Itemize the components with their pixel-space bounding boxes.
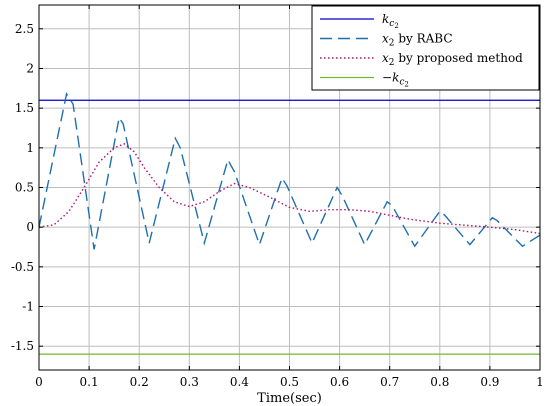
legend-box (311, 5, 540, 91)
x-tick-label: 0.1 (80, 375, 99, 389)
y-tick-label: -1.5 (11, 339, 34, 353)
legend-label-4: −kc2 (382, 71, 409, 89)
x-tick-label: 0.8 (430, 375, 449, 389)
x-tick-label: 0.7 (380, 375, 399, 389)
x-tick-label: 0.5 (280, 375, 299, 389)
x-tick-label: 0.6 (330, 375, 349, 389)
x-tick-label: 0 (35, 375, 43, 389)
x-axis-label: Time(sec) (257, 391, 322, 406)
y-tick-label: 0.5 (15, 181, 34, 195)
series-line-2 (38, 92, 541, 250)
y-tick-label: 1.5 (15, 101, 34, 115)
y-tick-label: -1 (22, 300, 34, 314)
x-tick-label: 0.4 (230, 375, 249, 389)
x-tick-label: 0.9 (480, 375, 499, 389)
series-line-3 (38, 143, 541, 235)
x-tick-labels: 0 0.1 0.2 0.3 0.4 0.5 0.6 0.7 0.8 0.9 1 (35, 375, 544, 389)
legend-label-1: kc2 (382, 12, 399, 30)
y-tick-label: 0 (26, 220, 34, 234)
y-tick-label: 2 (26, 61, 34, 75)
legend: kc2 x2 by RABC x2 by proposed method −kc2 (311, 5, 540, 91)
plot-area (38, 92, 541, 355)
x-tick-label: 0.3 (180, 375, 199, 389)
y-tick-label: -0.5 (11, 260, 34, 274)
y-tick-label: 2.5 (15, 22, 34, 36)
x-tick-label: 0.2 (130, 375, 149, 389)
x-tick-label: 1 (536, 375, 544, 389)
legend-label-2: x2 by RABC (382, 32, 453, 49)
legend-label-3: x2 by proposed method (382, 51, 523, 68)
y-tick-labels: -1.5 -1 -0.5 0 0.5 1 1.5 2 2.5 (11, 22, 34, 353)
y-tick-label: 1 (26, 141, 34, 155)
